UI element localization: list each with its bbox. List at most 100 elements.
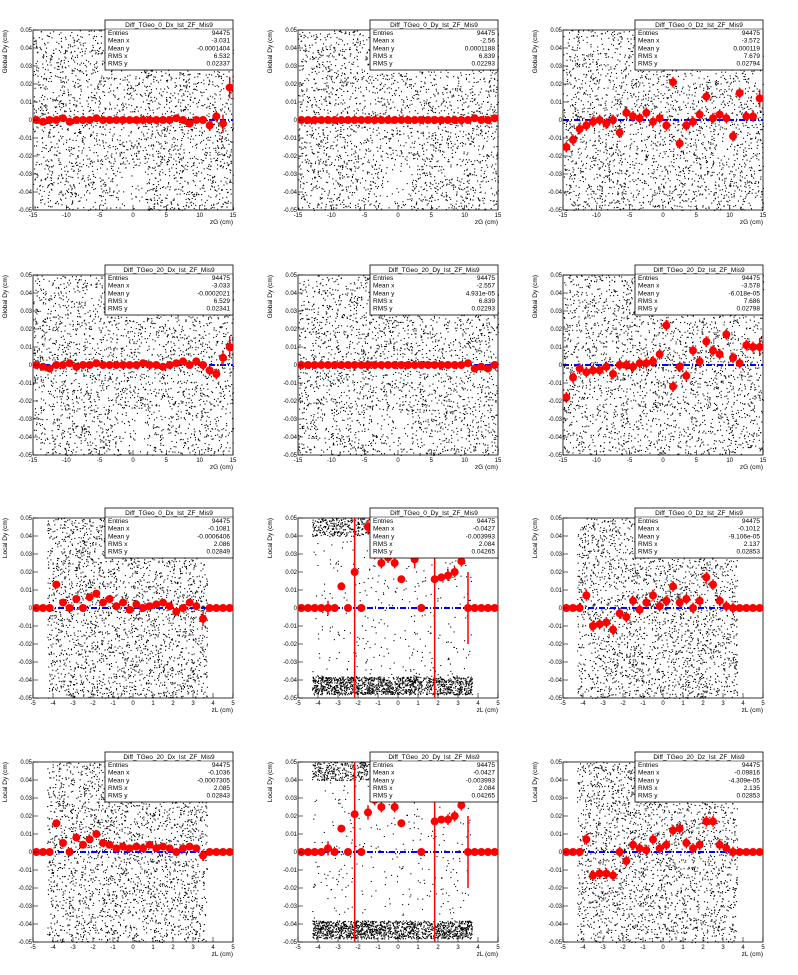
x-tick-label: 5 (231, 945, 235, 951)
y-tick-label: 0 (29, 850, 33, 856)
x-tick-label: -15 (29, 458, 38, 464)
profile-point (490, 604, 499, 612)
profile-point (602, 362, 611, 371)
stats-value: -0.1036 (208, 770, 230, 777)
y-tick-label: 0.02 (20, 814, 32, 820)
profile-point (337, 116, 346, 124)
profile-point (119, 842, 127, 851)
y-tick-label: 0.02 (285, 814, 297, 820)
profile-point (397, 116, 406, 124)
x-tick-label: 0 (131, 701, 135, 707)
profile-point (404, 361, 412, 369)
profile-point (330, 116, 339, 124)
profile-point (595, 366, 604, 375)
profile-point (310, 361, 319, 369)
x-tick-label: 4 (741, 945, 745, 951)
y-tick-label: -0.04 (548, 435, 562, 441)
profile-point (350, 810, 359, 819)
profile-point (390, 803, 399, 811)
stats-value: 0.02794 (737, 61, 761, 68)
x-tick-label: -1 (375, 701, 381, 707)
profile-point (444, 361, 452, 369)
x-tick-label: -15 (559, 458, 568, 464)
profile-point (132, 600, 141, 609)
profile-point (749, 112, 757, 121)
profile-point (159, 842, 167, 851)
y-tick-label: -0.04 (283, 190, 297, 196)
y-tick-label: -0.01 (18, 136, 32, 142)
profile-point (669, 78, 677, 87)
y-tick-label: 0.05 (550, 516, 562, 522)
profile-point (112, 602, 121, 611)
profile-point (324, 844, 332, 853)
y-tick-label: -0.04 (283, 922, 297, 928)
stats-label: Mean x (638, 38, 660, 45)
profile-point (357, 604, 366, 612)
x-tick-label: -1 (110, 701, 116, 707)
chart-panel: -15 -10 -5 0 5 10 15 -0.05 -0.04 -0.03 -0.02 -0.01 0… (267, 19, 502, 226)
y-tick-label: 0 (559, 606, 563, 612)
profile-point (490, 114, 499, 123)
y-tick-label: 0.01 (550, 345, 562, 351)
x-tick-label: 5 (165, 213, 169, 219)
y-tick-label: 0.05 (285, 28, 297, 34)
stats-value: 2.085 (214, 785, 231, 792)
profile-point (397, 819, 406, 828)
profile-point (470, 848, 479, 856)
x-tick-label: -2 (355, 701, 361, 707)
stats-label: Entries (638, 30, 659, 37)
profile-point (337, 361, 346, 369)
profile-point (404, 116, 412, 124)
x-tick-label: 2 (701, 701, 705, 707)
x-tick-label: 5 (496, 701, 500, 707)
profile-point (52, 361, 61, 369)
profile-point (470, 114, 479, 123)
profile-point (132, 116, 141, 124)
x-tick-label: 5 (695, 458, 699, 464)
stats-title: Diff_TGeo_0_Dx_Ist_ZF_Mis9 (125, 510, 213, 517)
x-tick-label: -10 (592, 213, 601, 219)
stats-value: 2.086 (214, 541, 231, 548)
profile-point (350, 361, 359, 369)
y-tick-label: 0 (559, 363, 563, 369)
profile-point (304, 116, 312, 124)
profile-point (477, 362, 486, 371)
x-tick-label: 5 (496, 945, 500, 951)
y-tick-label: -0.04 (548, 922, 562, 928)
x-tick-label: 4 (476, 701, 480, 707)
profile-point (179, 357, 187, 366)
y-tick-label: 0 (294, 363, 298, 369)
profile-point (755, 604, 764, 612)
x-tick-label: -15 (294, 458, 303, 464)
stats-value: -4.309e-05 (729, 777, 761, 784)
stats-label: RMS y (373, 306, 393, 313)
profile-point (92, 830, 101, 838)
profile-point (192, 602, 201, 611)
profile-point (477, 604, 486, 612)
y-tick-label: -0.05 (548, 208, 562, 214)
x-tick-label: 0 (661, 213, 665, 219)
y-tick-label: 0.01 (20, 832, 32, 838)
x-tick-label: 1 (416, 945, 420, 951)
x-tick-label: 0 (661, 701, 665, 707)
profile-point (52, 116, 61, 124)
stats-value: -2.557 (477, 283, 496, 290)
x-tick-label: 5 (231, 701, 235, 707)
stats-value: 4.931e-05 (466, 290, 496, 297)
profile-point (430, 817, 439, 826)
profile-point (219, 604, 227, 612)
y-tick-label: -0.04 (548, 190, 562, 196)
profile-point (72, 362, 81, 371)
profile-point (689, 604, 697, 612)
profile-point (125, 844, 134, 853)
profile-point (662, 840, 671, 849)
y-tick-label: -0.05 (283, 453, 297, 459)
x-axis-title: zL (cm) (742, 707, 763, 714)
stats-label: Entries (373, 762, 394, 769)
y-tick-label: 0.04 (285, 291, 297, 297)
profile-point (450, 361, 459, 369)
y-tick-label: 0.03 (20, 796, 32, 802)
profile-point (464, 604, 472, 612)
profile-point (695, 357, 704, 366)
